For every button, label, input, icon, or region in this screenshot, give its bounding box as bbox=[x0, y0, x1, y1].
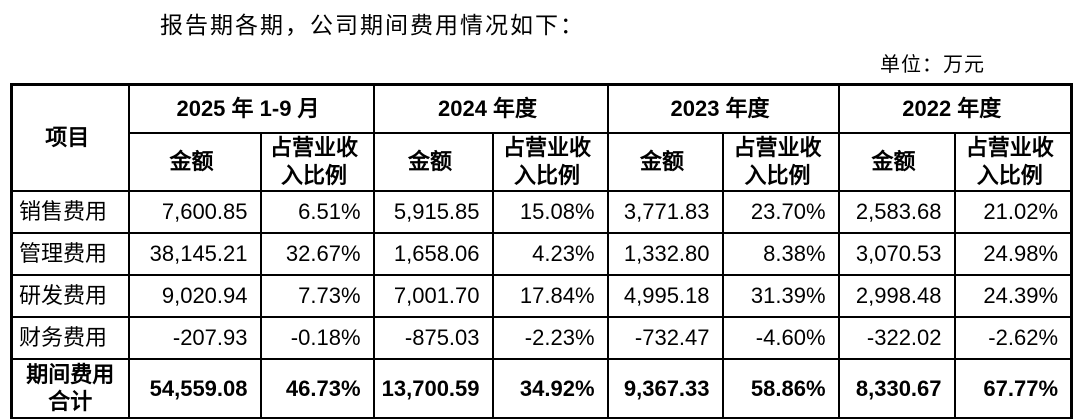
cell-ratio: 21.02% bbox=[953, 189, 1073, 234]
table-row-total-expense: 期间费用合计 54,559.08 46.73% 13,700.59 34.92%… bbox=[10, 357, 1073, 419]
cell-ratio: 31.39% bbox=[721, 273, 840, 318]
subheader-ratio: 占营业收入比例 bbox=[491, 131, 609, 192]
cell-amount: 1,658.06 bbox=[372, 231, 494, 276]
cell-ratio: 24.39% bbox=[953, 273, 1073, 318]
period-header-2023: 2023 年度 bbox=[606, 83, 840, 134]
cell-ratio: 67.77% bbox=[953, 357, 1073, 419]
cell-amount: 7,600.85 bbox=[127, 189, 262, 234]
row-label: 销售费用 bbox=[10, 189, 130, 234]
period-expense-table: 项目 2025 年 1-9 月 2024 年度 2023 年度 2022 年度 … bbox=[10, 83, 1074, 419]
cell-ratio: 8.38% bbox=[721, 231, 840, 276]
cell-ratio: 23.70% bbox=[721, 189, 840, 234]
header-row-periods: 项目 2025 年 1-9 月 2024 年度 2023 年度 2022 年度 bbox=[10, 83, 1073, 192]
table-row-selling-expense: 销售费用 7,600.85 6.51% 5,915.85 15.08% 3,77… bbox=[10, 189, 1073, 234]
cell-amount: 3,070.53 bbox=[837, 231, 956, 276]
cell-amount: 4,995.18 bbox=[606, 273, 724, 318]
cell-amount: -875.03 bbox=[372, 315, 494, 360]
row-label: 研发费用 bbox=[10, 273, 130, 318]
header-row-subcolumns: 金额 占营业收入比例 金额 占营业收入比例 金额 占营业收入比例 金额 占营业收… bbox=[12, 131, 1073, 192]
cell-ratio: -2.23% bbox=[491, 315, 609, 360]
row-label: 期间费用合计 bbox=[10, 357, 130, 419]
cell-ratio: 24.98% bbox=[953, 231, 1073, 276]
cell-amount: -732.47 bbox=[606, 315, 724, 360]
cell-amount: -207.93 bbox=[127, 315, 262, 360]
cell-ratio: -2.62% bbox=[953, 315, 1073, 360]
cell-amount: 13,700.59 bbox=[372, 357, 494, 419]
cell-ratio: 6.51% bbox=[259, 189, 375, 234]
cell-ratio: 58.86% bbox=[721, 357, 840, 419]
cell-amount: 8,330.67 bbox=[837, 357, 956, 419]
intro-text: 报告期各期，公司期间费用情况如下： bbox=[160, 13, 585, 38]
period-header-2022: 2022 年度 bbox=[837, 83, 1073, 134]
table-row-rd-expense: 研发费用 9,020.94 7.73% 7,001.70 17.84% 4,99… bbox=[10, 273, 1073, 318]
cell-ratio: 7.73% bbox=[259, 273, 375, 318]
period-header-2025: 2025 年 1-9 月 bbox=[127, 83, 375, 134]
cell-ratio: 46.73% bbox=[259, 357, 375, 419]
cell-amount: 3,771.83 bbox=[606, 189, 724, 234]
cell-amount: 9,367.33 bbox=[606, 357, 724, 419]
subheader-ratio: 占营业收入比例 bbox=[721, 131, 840, 192]
cell-amount: 2,583.68 bbox=[837, 189, 956, 234]
subheader-amount: 金额 bbox=[606, 131, 724, 192]
cell-amount: -322.02 bbox=[837, 315, 956, 360]
subheader-amount: 金额 bbox=[837, 131, 956, 192]
cell-ratio: -4.60% bbox=[721, 315, 840, 360]
subheader-amount: 金额 bbox=[127, 131, 262, 192]
cell-ratio: 17.84% bbox=[491, 273, 609, 318]
row-label: 财务费用 bbox=[10, 315, 130, 360]
cell-amount: 7,001.70 bbox=[372, 273, 494, 318]
unit-label: 单位：万元 bbox=[880, 54, 985, 76]
cell-amount: 9,020.94 bbox=[127, 273, 262, 318]
subheader-ratio: 占营业收入比例 bbox=[953, 131, 1073, 192]
cell-ratio: 34.92% bbox=[491, 357, 609, 419]
cell-amount: 2,998.48 bbox=[837, 273, 956, 318]
cell-ratio: -0.18% bbox=[259, 315, 375, 360]
cell-ratio: 4.23% bbox=[491, 231, 609, 276]
cell-amount: 54,559.08 bbox=[127, 357, 262, 419]
table-row-admin-expense: 管理费用 38,145.21 32.67% 1,658.06 4.23% 1,3… bbox=[10, 231, 1073, 276]
cell-amount: 1,332.80 bbox=[606, 231, 724, 276]
period-header-2024: 2024 年度 bbox=[372, 83, 609, 134]
subheader-amount: 金额 bbox=[372, 131, 494, 192]
row-label: 管理费用 bbox=[10, 231, 130, 276]
table-row-finance-expense: 财务费用 -207.93 -0.18% -875.03 -2.23% -732.… bbox=[10, 315, 1073, 360]
col-header-item: 项目 bbox=[10, 83, 130, 192]
cell-amount: 5,915.85 bbox=[372, 189, 494, 234]
subheader-ratio: 占营业收入比例 bbox=[259, 131, 375, 192]
cell-amount: 38,145.21 bbox=[127, 231, 262, 276]
cell-ratio: 32.67% bbox=[259, 231, 375, 276]
cell-ratio: 15.08% bbox=[491, 189, 609, 234]
